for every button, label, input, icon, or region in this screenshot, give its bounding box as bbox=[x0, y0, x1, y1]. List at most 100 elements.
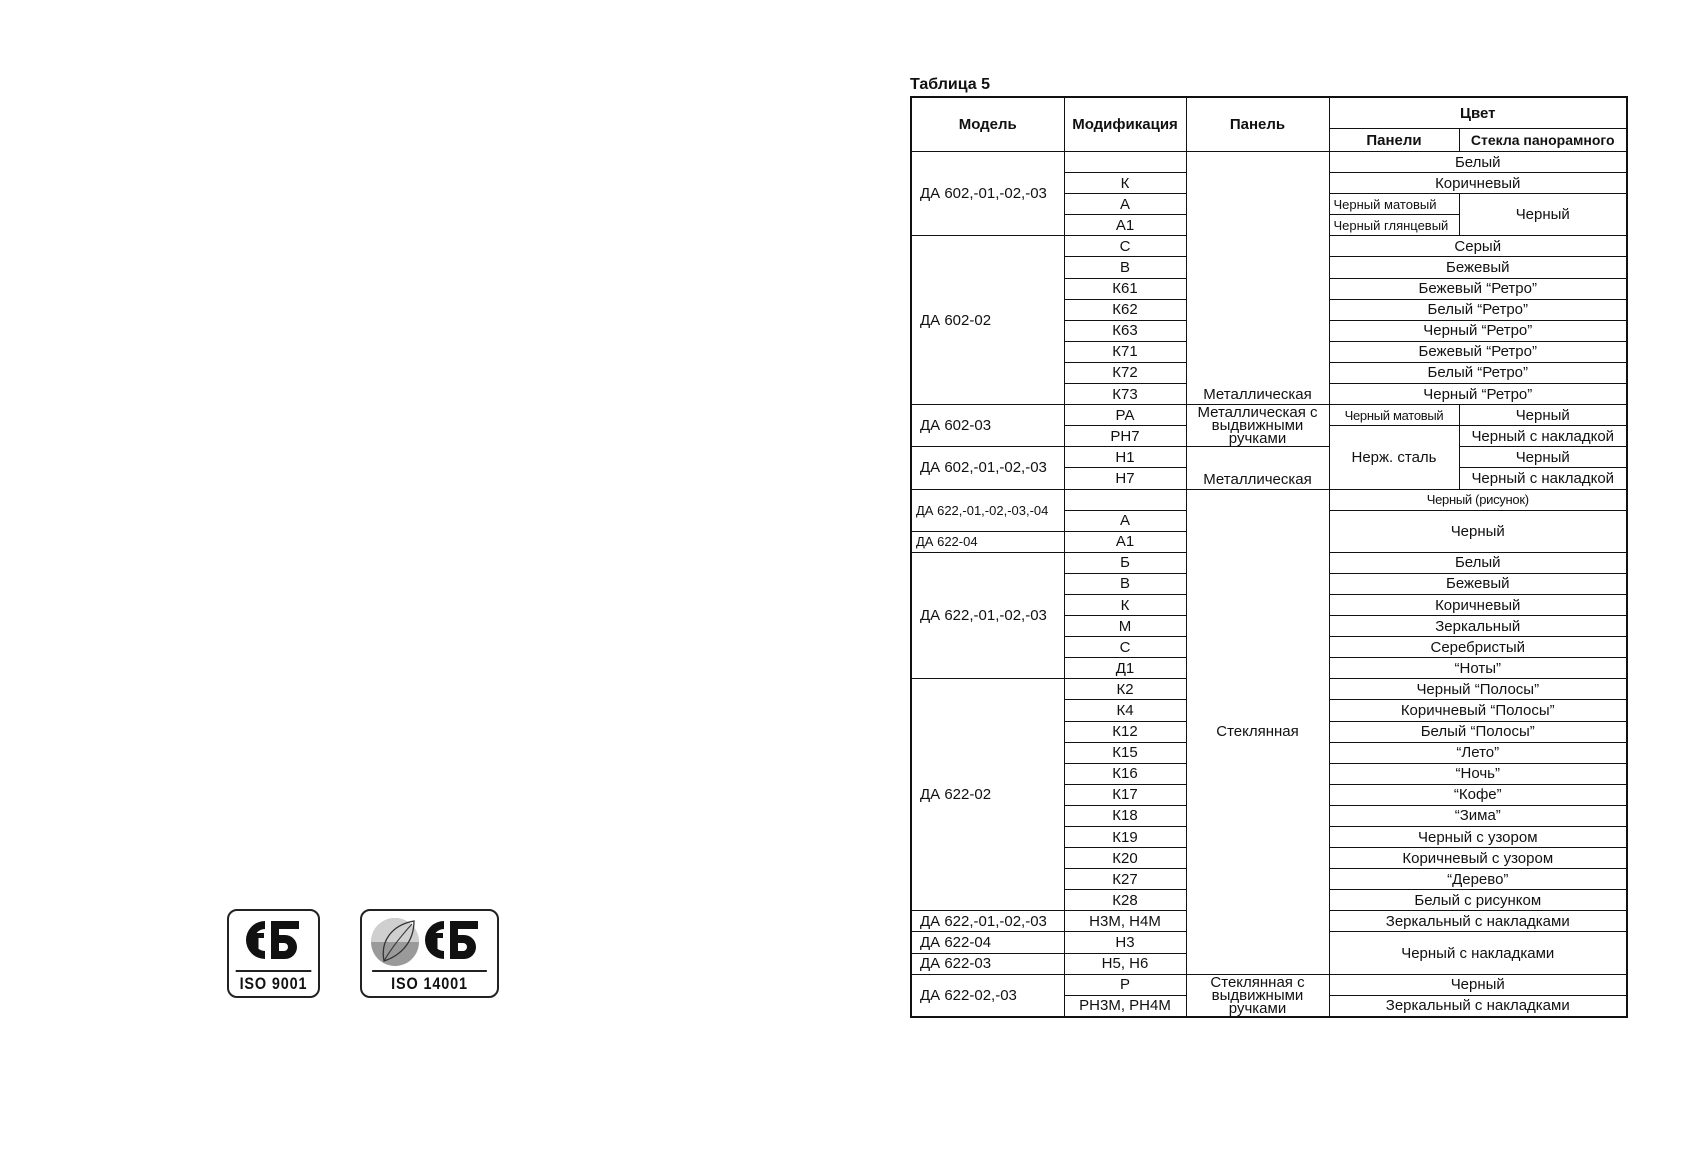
table-cell: Серый bbox=[1328, 235, 1628, 258]
table-row: Н7 Черный с накладкой bbox=[911, 467, 1628, 490]
table-row: ДА 622-04 А1 bbox=[910, 530, 1627, 553]
table-cell: “Ночь” bbox=[1328, 762, 1628, 785]
table-row: ДА 602,-01,-02,-03 Металлическая Белый bbox=[910, 150, 1628, 406]
table-cell: Н7 bbox=[1063, 467, 1187, 490]
table-row: ДА 622-02 К2 Черный “Полосы” bbox=[910, 678, 1628, 912]
table-cell: М bbox=[1063, 615, 1187, 638]
table-cell: Белый “Ретро” bbox=[1328, 361, 1628, 385]
table-title: Таблица 5 bbox=[910, 76, 991, 93]
table-cell: ДА 622-03 bbox=[910, 952, 1065, 975]
table-row: ДА 602-02 С Серый bbox=[910, 235, 1628, 406]
table-row: К71 Бежевый “Ретро” bbox=[911, 340, 1628, 363]
table-cell: РН3М, РН4М bbox=[1063, 994, 1187, 1018]
table-cell: К72 bbox=[1063, 361, 1187, 385]
table-row: ДА 622-02,-03 Р Стеклянная с выдвижными ру… bbox=[910, 973, 1628, 1018]
table-cell: Черный (рисунок) bbox=[1328, 488, 1628, 511]
table-cell: К20 bbox=[1063, 847, 1187, 870]
table-row: К28 Белый с рисунком bbox=[911, 889, 1628, 912]
table-cell: Белый с рисунком bbox=[1328, 889, 1628, 912]
table-cell: Металлическая с выдвижными ручками bbox=[1185, 404, 1330, 448]
table-cell: Черный “Полосы” bbox=[1328, 678, 1628, 701]
color-table: Модель Модификация Панель Цвет Панели Ст… bbox=[910, 96, 1629, 1018]
table-cell: “Дерево” bbox=[1328, 868, 1628, 891]
table-row: РН7 Нерж. сталь Черный с накладкой bbox=[911, 425, 1628, 490]
table-cell: Коричневый bbox=[1328, 172, 1628, 195]
table-cell: К bbox=[1063, 172, 1187, 195]
table-cell: ДА 622,-01,-02,-03,-04 bbox=[910, 488, 1065, 532]
header-model: Модель bbox=[910, 96, 1065, 152]
table-cell: Коричневый “Полосы” bbox=[1328, 699, 1628, 722]
table-cell: Нерж. сталь bbox=[1328, 425, 1460, 490]
table-cell: А bbox=[1063, 509, 1187, 532]
table-cell: Черный с накладкой bbox=[1458, 467, 1628, 490]
table-row: ДА 622,-01,-02,-03 Н3М, Н4М Зеркальный с н… bbox=[910, 910, 1628, 933]
table-cell: “Лето” bbox=[1328, 741, 1628, 764]
header-color: Цвет bbox=[1328, 96, 1628, 129]
table-cell: А1 bbox=[1063, 530, 1187, 553]
table-cell: Н3М, Н4М bbox=[1063, 910, 1187, 933]
table-cell: РН7 bbox=[1063, 425, 1187, 448]
table-cell: Бежевый bbox=[1328, 256, 1628, 279]
table-cell: Бежевый bbox=[1328, 572, 1628, 595]
table-cell: Черный bbox=[1458, 404, 1628, 427]
header-color-glass: Стекла панорамного bbox=[1458, 128, 1628, 152]
table-cell: К71 bbox=[1063, 340, 1187, 363]
table-row: К63 Черный “Ретро” bbox=[911, 319, 1628, 342]
header-modification: Модификация bbox=[1063, 96, 1187, 152]
logo-caption: ISO 9001 bbox=[235, 970, 312, 996]
table-row: К61 Бежевый “Ретро” bbox=[911, 277, 1628, 300]
table-cell: Металлическая bbox=[1185, 150, 1330, 406]
table-cell: ДА 622,-01,-02,-03 bbox=[910, 551, 1065, 680]
table-cell: А bbox=[1063, 193, 1187, 216]
table-cell: К62 bbox=[1063, 298, 1187, 321]
table-row: ДА 602,-01,-02,-03 Н1 Металлическая Черный bbox=[910, 446, 1628, 490]
table-row: А Черный bbox=[911, 509, 1628, 553]
table-cell: Черный bbox=[1328, 973, 1628, 996]
table-row: С Серебристый bbox=[911, 636, 1628, 659]
table-cell: Черный “Ретро” bbox=[1328, 383, 1628, 406]
table-cell: Зеркальный bbox=[1328, 615, 1628, 638]
table-cell: К15 bbox=[1063, 741, 1187, 764]
table-cell: К28 bbox=[1063, 889, 1187, 912]
table-cell: С bbox=[1063, 235, 1187, 258]
table-cell: Белый “Полосы” bbox=[1328, 720, 1628, 743]
table-cell: К19 bbox=[1063, 825, 1187, 849]
table-cell: К2 bbox=[1063, 678, 1187, 701]
table-cell: К63 bbox=[1063, 319, 1187, 342]
table-row: ДА 622,-01,-02,-03,-04 Стеклянная Черный (… bbox=[910, 488, 1628, 975]
table-cell: К bbox=[1063, 593, 1187, 617]
table-cell: ДА 622-04 bbox=[910, 931, 1065, 954]
table-row: А Черный матовый Черный bbox=[911, 193, 1628, 237]
table-row: К19 Черный с узором bbox=[911, 825, 1628, 849]
table-cell: К18 bbox=[1063, 804, 1187, 828]
table-row: К73 Черный “Ретро” bbox=[911, 383, 1628, 406]
table-cell: ДА 602-02 bbox=[910, 235, 1065, 406]
table-cell: Стеклянная bbox=[1185, 488, 1330, 975]
table-cell: РА bbox=[1063, 404, 1187, 427]
stb-mark-icon bbox=[245, 921, 299, 959]
table-cell: К4 bbox=[1063, 699, 1187, 722]
table-cell: Черный матовый bbox=[1328, 193, 1460, 216]
table-cell: Металлическая bbox=[1185, 446, 1330, 490]
table-row: К16 “Ночь” bbox=[911, 762, 1628, 785]
table-cell: В bbox=[1063, 572, 1187, 595]
logo-caption: ISO 14001 bbox=[372, 970, 487, 996]
table-cell: Черный bbox=[1458, 446, 1628, 469]
table-cell: Белый bbox=[1328, 150, 1628, 174]
table-cell: Белый “Ретро” bbox=[1328, 298, 1628, 321]
table-row: К12 Белый “Полосы” bbox=[911, 720, 1628, 743]
header-color-panel: Панели bbox=[1328, 128, 1460, 152]
table-cell: Н3 bbox=[1063, 931, 1187, 954]
stb-iso9001-logo: ISO 9001 bbox=[227, 909, 320, 998]
table-row: РН3М, РН4М Зеркальный с накладками bbox=[911, 994, 1628, 1018]
table-cell: ДА 602,-01,-02,-03 bbox=[910, 446, 1065, 490]
table-body: ДА 602,-01,-02,-03 Металлическая Белый К Кор… bbox=[910, 150, 1628, 1018]
table-cell: ДА 622-02,-03 bbox=[910, 973, 1065, 1018]
table-cell: Бежевый “Ретро” bbox=[1328, 277, 1628, 300]
table-cell: Серебристый bbox=[1328, 636, 1628, 659]
table-cell: Черный с накладкой bbox=[1458, 425, 1628, 448]
table-row: К4 Коричневый “Полосы” bbox=[911, 699, 1628, 722]
table-cell: К17 bbox=[1063, 783, 1187, 806]
table-cell: Черный с узором bbox=[1328, 825, 1628, 849]
table-cell: “Ноты” bbox=[1328, 657, 1628, 680]
